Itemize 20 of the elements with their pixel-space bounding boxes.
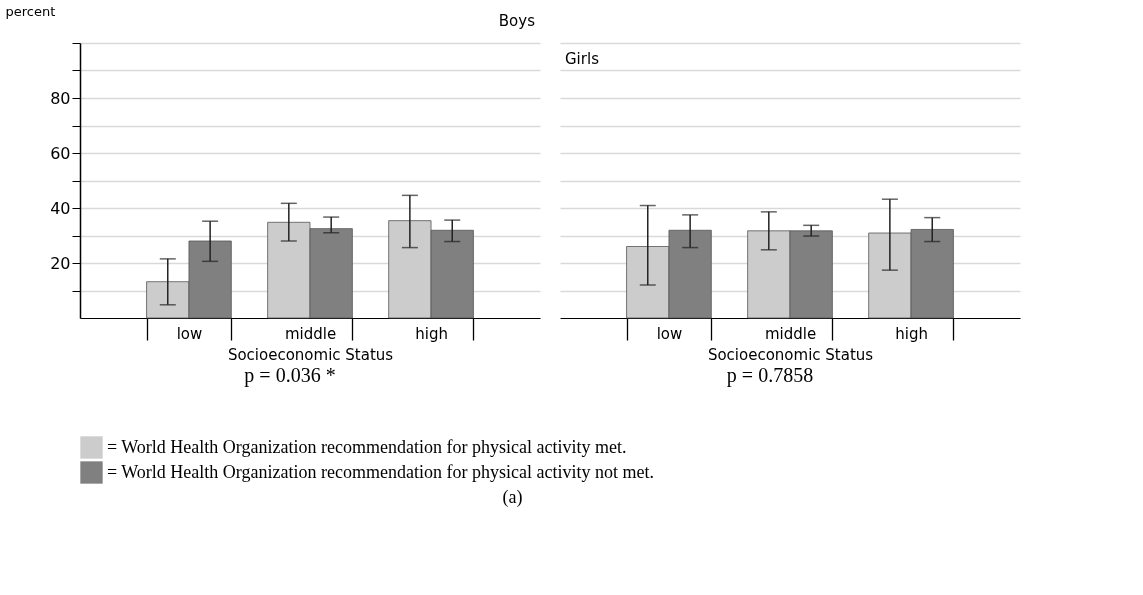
legend-label: = World Health Organization recommendation for physical activity not met. bbox=[107, 461, 654, 482]
chart-title: Boys bbox=[498, 12, 536, 30]
x-tick-label: low bbox=[176, 324, 203, 343]
x-tick-label: middle bbox=[764, 324, 817, 343]
y-tick-label: 80 bbox=[50, 88, 71, 108]
text: (a) bbox=[502, 487, 523, 508]
text: p = 0.7858 bbox=[726, 364, 814, 387]
x-tick-label: high bbox=[895, 324, 928, 343]
x-tick-label: low bbox=[656, 324, 683, 343]
x-axis-title: Socioeconomic Status bbox=[707, 345, 874, 364]
x-axis-title: Socioeconomic Status bbox=[227, 345, 394, 364]
text: p = 0.036 * bbox=[244, 364, 336, 387]
y-tick-label: 40 bbox=[50, 198, 71, 218]
text: Girls bbox=[565, 50, 600, 68]
y-tick-label: 60 bbox=[50, 143, 71, 163]
x-tick-label: high bbox=[415, 324, 448, 343]
x-tick-label: middle bbox=[284, 324, 337, 343]
y-tick-label: 20 bbox=[50, 253, 71, 273]
y-axis-title: percent bbox=[5, 3, 56, 19]
legend-label: = World Health Organization recommendation for physical activity met. bbox=[107, 436, 627, 457]
